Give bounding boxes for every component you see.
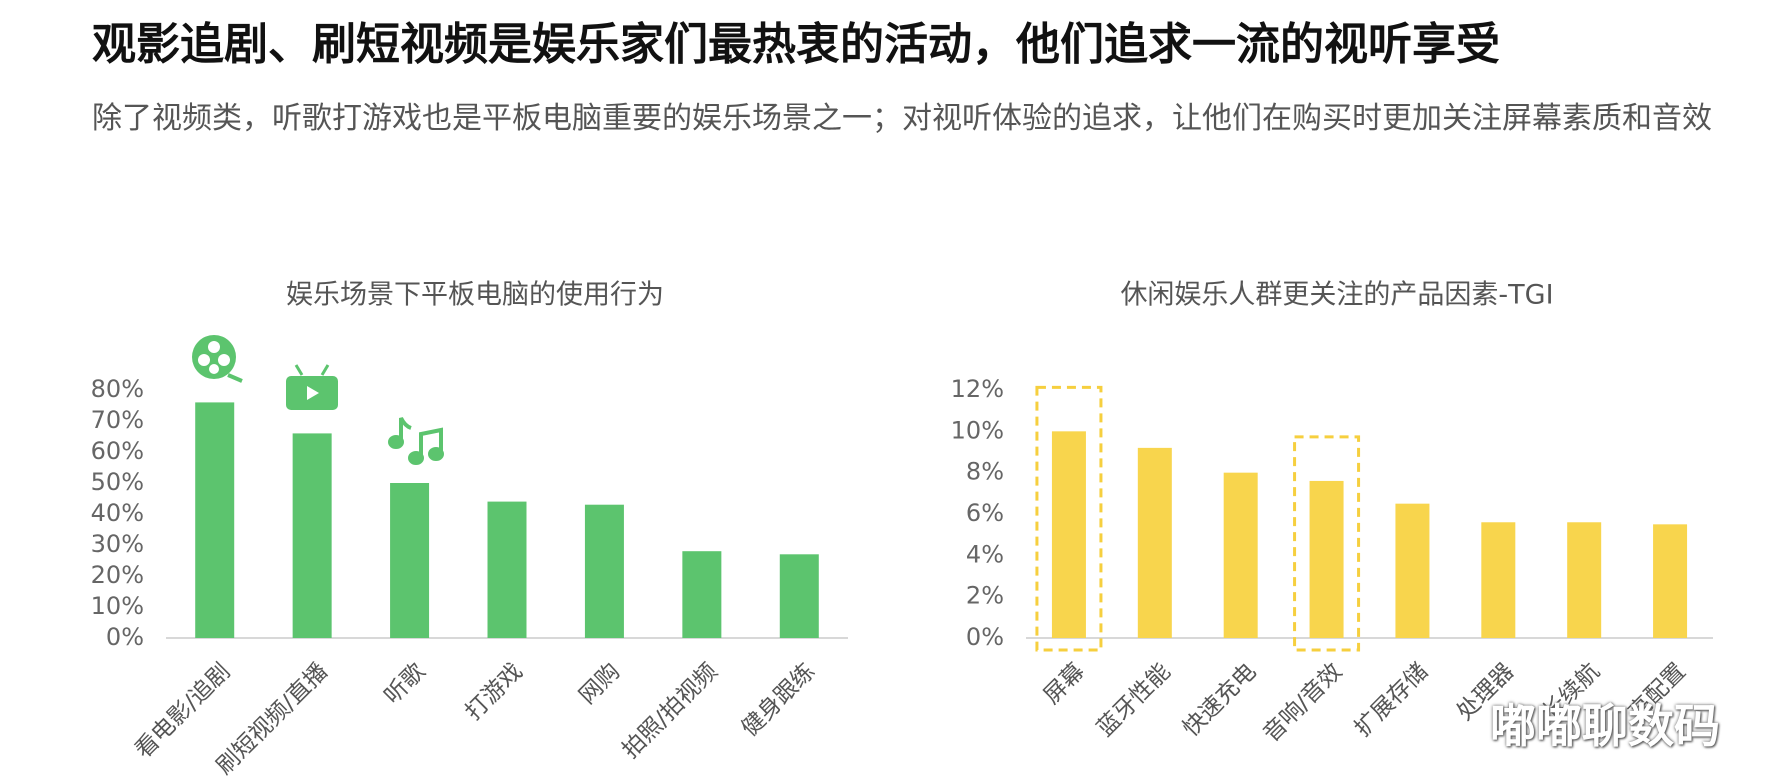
y-tick-label: 80% (91, 375, 144, 403)
bar (292, 433, 332, 638)
page-subtitle: 除了视频类，听歌打游戏也是平板电脑重要的娱乐场景之一；对视听体验的追求，让他们在… (92, 101, 1712, 136)
y-tick-label: 0% (966, 623, 1004, 651)
watermark: 嘟嘟聊数码 (1490, 699, 1720, 753)
y-tick-label: 50% (91, 468, 144, 496)
x-tick-label: 听歌 (379, 658, 430, 709)
highlight-box (1293, 435, 1361, 652)
y-tick-label: 10% (951, 416, 1004, 444)
bar (1567, 522, 1602, 638)
bar (682, 551, 722, 638)
bar (1653, 524, 1688, 638)
x-tick-label: 快速充电 (1178, 658, 1261, 741)
y-tick-label: 4% (966, 540, 1004, 568)
x-tick-label: 健身跟练 (737, 658, 820, 741)
header: 观影追剧、刷短视频是娱乐家们最热衷的活动，他们追求一流的视听享受 除了视频类，听… (92, 14, 1752, 140)
y-tick-label: 6% (966, 499, 1004, 527)
y-tick-label: 2% (966, 582, 1004, 610)
y-tick-label: 8% (966, 458, 1004, 486)
page-title: 观影追剧、刷短视频是娱乐家们最热衷的活动，他们追求一流的视听享受 (92, 19, 1500, 70)
bar (1223, 472, 1258, 638)
x-tick-label: 网购 (574, 658, 625, 709)
bar (1395, 503, 1430, 638)
chart-title: 娱乐场景下平板电脑的使用行为 (286, 280, 664, 311)
x-tick-label: 扩展存储 (1350, 658, 1433, 741)
x-tick-label: 看电影/追剧 (130, 658, 235, 763)
x-tick-label: 蓝牙性能 (1092, 658, 1175, 741)
x-tick-label: 拍照/拍视频 (618, 658, 723, 763)
y-tick-label: 20% (91, 561, 144, 589)
bar (1051, 431, 1086, 638)
bar (487, 501, 527, 638)
film-icon (192, 335, 243, 383)
bar (1309, 480, 1344, 638)
bar (584, 504, 624, 638)
y-tick-label: 70% (91, 406, 144, 434)
music-icon (388, 417, 444, 465)
bar (390, 483, 430, 638)
y-tick-label: 0% (106, 623, 144, 651)
x-tick-label: 屏幕 (1039, 658, 1090, 709)
tv-icon (286, 364, 338, 410)
y-tick-label: 40% (91, 499, 144, 527)
bar (779, 554, 819, 638)
x-tick-label: 音响/音效 (1258, 658, 1347, 747)
x-tick-label: 打游戏 (461, 658, 528, 725)
chart-title: 休闲娱乐人群更关注的产品因素-TGI (1120, 280, 1553, 311)
y-tick-label: 30% (91, 530, 144, 558)
bar (1481, 522, 1516, 638)
y-tick-label: 60% (91, 437, 144, 465)
y-tick-label: 10% (91, 592, 144, 620)
bar (195, 402, 235, 638)
y-tick-label: 12% (951, 375, 1004, 403)
bar (1137, 447, 1172, 638)
highlight-box (1035, 385, 1103, 652)
